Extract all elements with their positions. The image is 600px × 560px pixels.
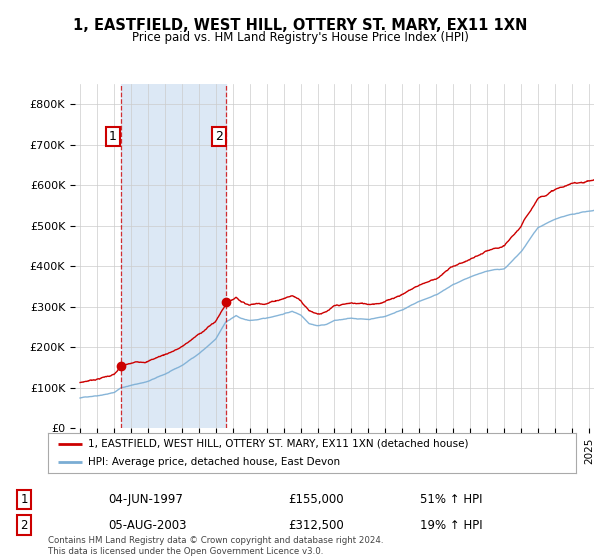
Text: £155,000: £155,000 bbox=[288, 493, 344, 506]
Text: 05-AUG-2003: 05-AUG-2003 bbox=[108, 519, 187, 532]
Text: 51% ↑ HPI: 51% ↑ HPI bbox=[420, 493, 482, 506]
Bar bbox=[121, 84, 226, 428]
Text: Contains HM Land Registry data © Crown copyright and database right 2024.
This d: Contains HM Land Registry data © Crown c… bbox=[48, 536, 383, 556]
Text: 1, EASTFIELD, WEST HILL, OTTERY ST. MARY, EX11 1XN: 1, EASTFIELD, WEST HILL, OTTERY ST. MARY… bbox=[73, 18, 527, 34]
Text: HPI: Average price, detached house, East Devon: HPI: Average price, detached house, East… bbox=[88, 458, 340, 467]
Text: 19% ↑ HPI: 19% ↑ HPI bbox=[420, 519, 482, 532]
Text: 2: 2 bbox=[20, 519, 28, 532]
Text: 2: 2 bbox=[215, 130, 223, 143]
Text: 1: 1 bbox=[20, 493, 28, 506]
Text: 1: 1 bbox=[109, 130, 117, 143]
Text: Price paid vs. HM Land Registry's House Price Index (HPI): Price paid vs. HM Land Registry's House … bbox=[131, 31, 469, 44]
Text: £312,500: £312,500 bbox=[288, 519, 344, 532]
Text: 1, EASTFIELD, WEST HILL, OTTERY ST. MARY, EX11 1XN (detached house): 1, EASTFIELD, WEST HILL, OTTERY ST. MARY… bbox=[88, 439, 468, 449]
Text: 04-JUN-1997: 04-JUN-1997 bbox=[108, 493, 183, 506]
